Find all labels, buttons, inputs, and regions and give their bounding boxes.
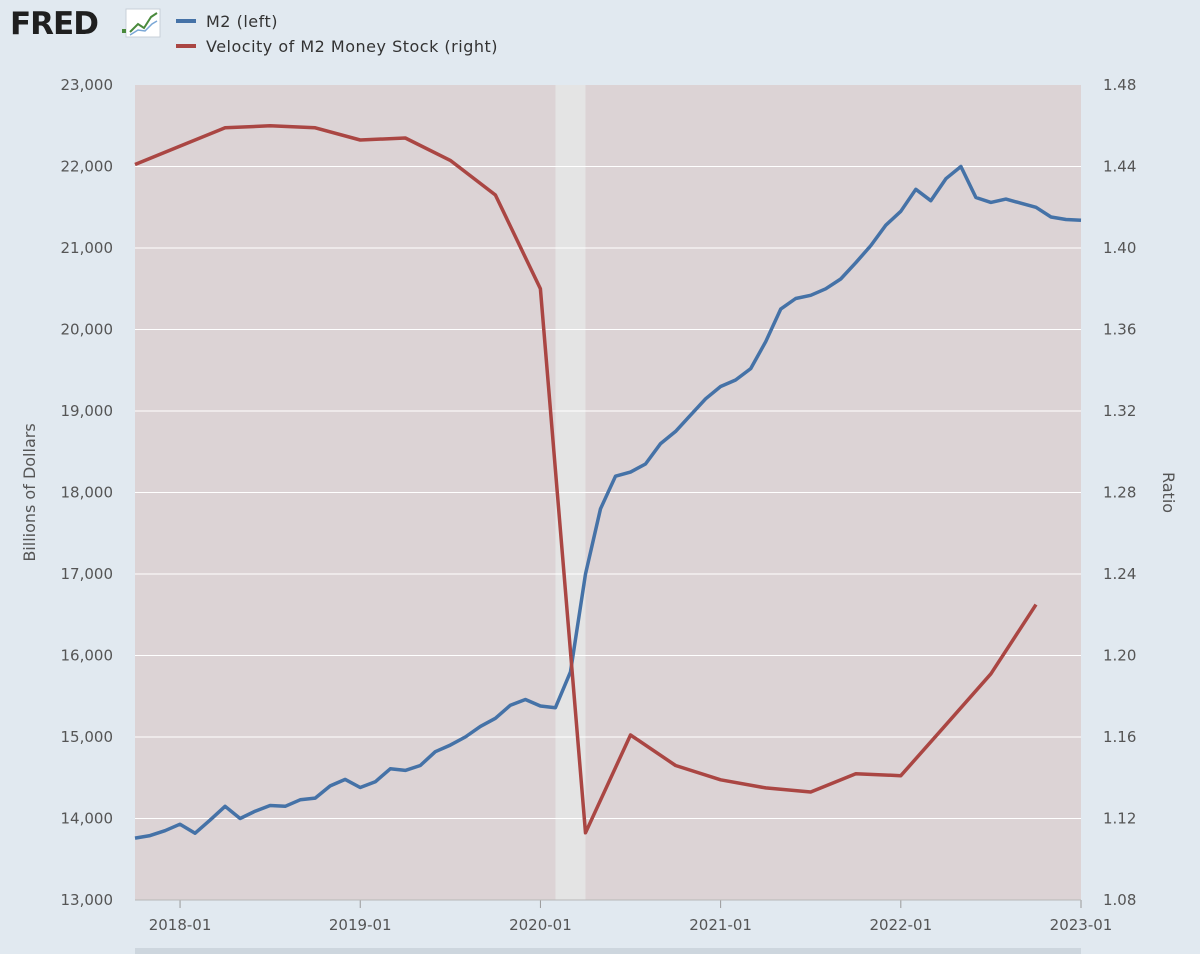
left-tick-label: 21,000	[61, 239, 114, 257]
legend: M2 (left) Velocity of M2 Money Stock (ri…	[176, 12, 498, 56]
left-tick-label: 18,000	[61, 484, 114, 502]
right-tick-label: 1.36	[1103, 321, 1136, 339]
right-axis-ticks: 1.08 1.12 1.16 1.20 1.24 1.28 1.32 1.36 1.40 1.44…	[1103, 76, 1136, 909]
right-tick-label: 1.20	[1103, 647, 1136, 665]
left-tick-label: 23,000	[61, 76, 114, 94]
x-tick-label: 2023-01	[1050, 916, 1113, 934]
right-tick-label: 1.44	[1103, 158, 1136, 176]
right-tick-label: 1.08	[1103, 891, 1136, 909]
left-tick-label: 15,000	[61, 728, 114, 746]
right-axis-title: Ratio	[1159, 472, 1178, 513]
left-tick-label: 14,000	[61, 810, 114, 828]
fred-chart-icon	[125, 8, 161, 38]
right-tick-label: 1.24	[1103, 565, 1136, 583]
x-tick-label: 2018-01	[149, 916, 212, 934]
left-tick-label: 20,000	[61, 321, 114, 339]
x-axis-ticks: 2018-01 2019-01 2020-01 2021-01 2022-01 2023-…	[135, 899, 1113, 934]
left-tick-label: 19,000	[61, 402, 114, 420]
series-line-velocity[interactable]	[134, 124, 1038, 835]
legend-label-velocity[interactable]: Velocity of M2 Money Stock (right)	[206, 37, 498, 56]
right-tick-label: 1.48	[1103, 76, 1136, 94]
fred-logo[interactable]: FRED	[10, 6, 161, 42]
x-tick-label: 2019-01	[329, 916, 392, 934]
right-tick-label: 1.40	[1103, 239, 1136, 257]
left-axis-ticks: 13,000 14,000 15,000 16,000 17,000 18,000 19,0…	[61, 76, 114, 909]
right-tick-label: 1.28	[1103, 484, 1136, 502]
left-tick-label: 13,000	[61, 891, 114, 909]
right-tick-label: 1.16	[1103, 728, 1136, 746]
right-tick-label: 1.32	[1103, 402, 1136, 420]
x-tick-label: 2020-01	[509, 916, 572, 934]
x-tick-label: 2021-01	[689, 916, 752, 934]
left-tick-label: 16,000	[61, 647, 114, 665]
fred-logo-text: FRED	[10, 6, 98, 42]
left-tick-label: 22,000	[61, 158, 114, 176]
left-tick-label: 17,000	[61, 565, 114, 583]
navigator-strip[interactable]	[135, 948, 1081, 954]
left-axis-title: Billions of Dollars	[20, 423, 39, 561]
x-tick-label: 2022-01	[869, 916, 932, 934]
series-layer	[134, 124, 1082, 840]
right-tick-label: 1.12	[1103, 810, 1136, 828]
fred-logo-dot	[122, 29, 126, 33]
legend-label-m2[interactable]: M2 (left)	[206, 12, 278, 31]
series-line-m2[interactable]	[134, 164, 1082, 840]
gridlines	[135, 166, 1081, 819]
